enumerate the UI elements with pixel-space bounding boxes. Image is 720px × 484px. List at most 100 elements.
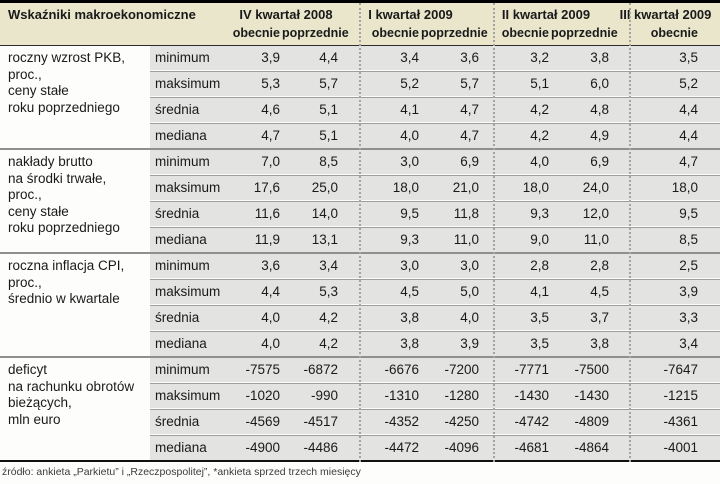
value-cell: 5,1 <box>282 98 340 122</box>
value-cell: 4,9 <box>551 124 611 148</box>
table-body: roczny wzrost PKB, proc., ceny stałe roku p… <box>0 46 720 460</box>
value-cell: -4361 <box>611 410 720 434</box>
value-cell: 6,0 <box>551 72 611 96</box>
stat-label: mediana <box>150 124 232 148</box>
indicator-label: deficyt na rachunku obrotów bieżących, mln … <box>0 358 150 460</box>
value-cell: -1215 <box>611 384 720 408</box>
source-note: źródło: ankieta „Parkietu” i „Rzeczpospo… <box>2 466 361 478</box>
indicator-label-line: proc., <box>8 187 42 202</box>
value-cell: 3,7 <box>551 306 611 330</box>
indicator-label-line: proc., <box>8 66 42 82</box>
value-cell: 5,7 <box>282 72 340 96</box>
indicator-label-line: deficyt <box>8 362 48 377</box>
value-cell: -4250 <box>421 410 481 434</box>
indicator-label-line: proc., <box>8 274 42 290</box>
value-cell: 14,0 <box>282 202 340 226</box>
value-cell: 4,2 <box>481 98 551 122</box>
value-cell: 5,7 <box>421 72 481 96</box>
indicator-label-line: ceny stałe <box>8 203 69 219</box>
value-cell: 11,8 <box>421 202 481 226</box>
value-cell: -1430 <box>551 384 611 408</box>
row-divider <box>150 96 720 98</box>
row-divider <box>150 382 720 384</box>
row-divider <box>150 226 720 228</box>
row-divider <box>150 434 720 436</box>
row-divider <box>150 122 720 124</box>
indicator-label-line: bieżących, <box>8 395 72 410</box>
value-cell: 3,9 <box>611 280 720 304</box>
value-cell: 4,1 <box>481 280 551 304</box>
indicator-label: nakłady brutto na środki trwałe, proc., cen… <box>0 150 150 252</box>
stat-label: maksimum <box>150 280 232 304</box>
subheader-current: obecnie <box>232 26 280 40</box>
value-cell: 4,5 <box>551 280 611 304</box>
value-cell: 4,6 <box>232 98 282 122</box>
row-divider <box>150 408 720 410</box>
column-divider <box>359 3 361 462</box>
subheader-previous: poprzednie <box>421 26 488 40</box>
value-cell: 5,3 <box>232 72 282 96</box>
subheader-previous: poprzednie <box>551 26 618 40</box>
value-cell: 11,0 <box>551 228 611 252</box>
stat-label: mediana <box>150 436 232 460</box>
row-divider <box>150 330 720 332</box>
value-cell: 6,9 <box>421 150 481 174</box>
row-divider <box>150 278 720 280</box>
value-cell: -6676 <box>340 358 421 382</box>
indicator-label-line: na środki trwałe, <box>8 170 107 186</box>
quarter-header-q4-2008: IV kwartał 2008 <box>239 7 333 22</box>
value-cell: 3,4 <box>340 46 421 70</box>
value-cell: 4,0 <box>232 306 282 330</box>
subheader-current: obecnie <box>501 26 549 40</box>
indicator-label-line: nakłady brutto <box>8 154 93 169</box>
value-cell: 17,6 <box>232 176 282 200</box>
value-cell: -4864 <box>551 436 611 460</box>
value-cell: 3,6 <box>232 254 282 278</box>
value-cell: 9,0 <box>481 228 551 252</box>
value-cell: 4,4 <box>282 46 340 70</box>
value-cell: 3,9 <box>421 332 481 356</box>
value-cell: -1430 <box>481 384 551 408</box>
value-cell: 12,0 <box>551 202 611 226</box>
indicator-label-line: roku poprzedniego <box>8 99 120 115</box>
value-cell: 9,3 <box>481 202 551 226</box>
value-cell: 24,0 <box>551 176 611 200</box>
column-divider <box>629 3 631 462</box>
value-cell: -4486 <box>282 436 340 460</box>
indicator-block: nakłady brutto na środki trwałe, proc., cen… <box>0 150 720 252</box>
subheader-current: obecnie <box>650 26 698 40</box>
value-cell: 3,4 <box>611 332 720 356</box>
stat-label: mediana <box>150 332 232 356</box>
indicator-label-line: roku poprzedniego <box>8 220 120 235</box>
value-cell: 18,0 <box>481 176 551 200</box>
value-cell: 21,0 <box>421 176 481 200</box>
value-cell: 4,4 <box>611 98 720 122</box>
value-cell: 5,2 <box>611 72 720 96</box>
stat-label: maksimum <box>150 384 232 408</box>
stat-label: minimum <box>150 254 232 278</box>
value-cell: -6872 <box>282 358 340 382</box>
stat-label: średnia <box>150 98 232 122</box>
value-cell: 11,9 <box>232 228 282 252</box>
value-cell: -4742 <box>481 410 551 434</box>
stat-label: mediana <box>150 228 232 252</box>
stat-label: maksimum <box>150 176 232 200</box>
value-cell: 3,0 <box>340 150 421 174</box>
column-divider <box>493 3 495 462</box>
stat-label: średnia <box>150 202 232 226</box>
value-cell: 3,6 <box>421 46 481 70</box>
value-cell: 4,2 <box>282 306 340 330</box>
value-cell: -1310 <box>340 384 421 408</box>
stat-label: minimum <box>150 46 232 70</box>
value-cell: 9,5 <box>340 202 421 226</box>
value-cell: -1280 <box>421 384 481 408</box>
indicator-label-line: na rachunku obrotów <box>8 378 135 394</box>
value-cell: -4472 <box>340 436 421 460</box>
value-cell: 3,0 <box>421 254 481 278</box>
value-cell: 4,0 <box>481 150 551 174</box>
indicator-block: roczny wzrost PKB, proc., ceny stałe roku p… <box>0 46 720 148</box>
value-cell: 4,7 <box>421 98 481 122</box>
value-cell: 3,5 <box>611 46 720 70</box>
table-title: Wskaźniki makroekonomiczne <box>8 7 196 22</box>
value-cell: 4,8 <box>551 98 611 122</box>
